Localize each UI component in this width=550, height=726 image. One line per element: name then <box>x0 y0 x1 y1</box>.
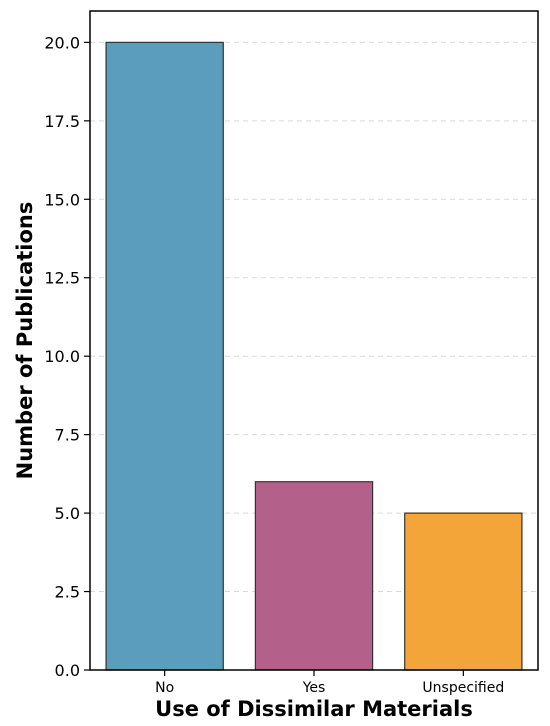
bar-yes <box>254 481 374 671</box>
x-tick-label: Yes <box>302 680 326 696</box>
y-tick-label: 17.5 <box>44 112 80 131</box>
y-tick-label: 5.0 <box>55 504 80 523</box>
y-tick-label: 15.0 <box>44 190 80 209</box>
y-axis-title: Number of Publications <box>13 202 37 480</box>
x-axis-ticks: No Yes Unspecified <box>155 670 504 696</box>
y-tick-label: 0.0 <box>55 661 80 680</box>
y-tick-label: 12.5 <box>44 269 80 288</box>
y-tick-label: 10.0 <box>44 347 80 366</box>
bar-unspecified <box>404 512 523 671</box>
y-axis-ticks: 0.0 2.5 5.0 7.5 10.0 12.5 15.0 17.5 20.0 <box>44 33 90 680</box>
x-axis-title: Use of Dissimilar Materials <box>155 697 473 721</box>
y-tick-label: 20.0 <box>44 33 80 52</box>
bars <box>105 41 523 671</box>
x-tick-label: No <box>155 680 174 696</box>
x-tick-label: Unspecified <box>422 680 504 696</box>
y-tick-label: 7.5 <box>55 426 80 445</box>
bar-no <box>105 41 224 671</box>
y-tick-label: 2.5 <box>55 583 80 602</box>
